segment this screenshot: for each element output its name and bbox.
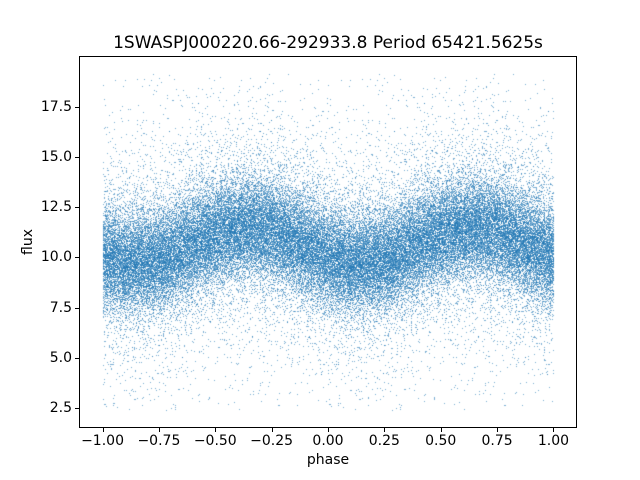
x-tick-mark — [103, 428, 104, 432]
y-tick-label: 12.5 — [40, 199, 72, 216]
y-tick-mark — [75, 408, 79, 409]
y-axis-label: flux — [20, 229, 36, 255]
y-tick-mark — [75, 157, 79, 158]
x-tick-mark — [497, 428, 498, 432]
y-tick-mark — [75, 207, 79, 208]
x-tick-label: −0.50 — [193, 433, 237, 449]
scatter-canvas — [80, 57, 576, 427]
x-tick-mark — [384, 428, 385, 432]
y-tick-mark — [75, 308, 79, 309]
y-tick-mark — [75, 257, 79, 258]
x-tick-label: −0.25 — [250, 433, 294, 449]
y-tick-label: 7.5 — [49, 299, 72, 316]
y-tick-label: 10.0 — [40, 249, 72, 266]
x-tick-mark — [553, 428, 554, 432]
y-tick-label: 5.0 — [49, 349, 72, 366]
chart-title: 1SWASPJ000220.66-292933.8 Period 65421.5… — [113, 33, 543, 53]
x-axis-label: phase — [306, 452, 350, 468]
plot-area — [79, 56, 577, 428]
x-tick-label: −0.75 — [137, 433, 181, 449]
x-tick-label: 1.00 — [537, 433, 570, 449]
y-tick-mark — [75, 107, 79, 108]
x-tick-mark — [272, 428, 273, 432]
x-tick-mark — [159, 428, 160, 432]
x-tick-mark — [215, 428, 216, 432]
y-tick-label: 17.5 — [40, 98, 72, 115]
x-tick-label: −1.00 — [81, 433, 124, 449]
x-tick-label: 0.25 — [368, 433, 400, 449]
x-tick-label: 0.00 — [312, 433, 344, 449]
x-tick-label: 0.50 — [425, 433, 457, 449]
y-tick-label: 15.0 — [40, 148, 72, 165]
x-tick-label: 0.75 — [481, 433, 513, 449]
x-tick-mark — [441, 428, 442, 432]
y-tick-label: 2.5 — [49, 399, 72, 416]
y-tick-mark — [75, 358, 79, 359]
x-tick-mark — [328, 428, 329, 432]
